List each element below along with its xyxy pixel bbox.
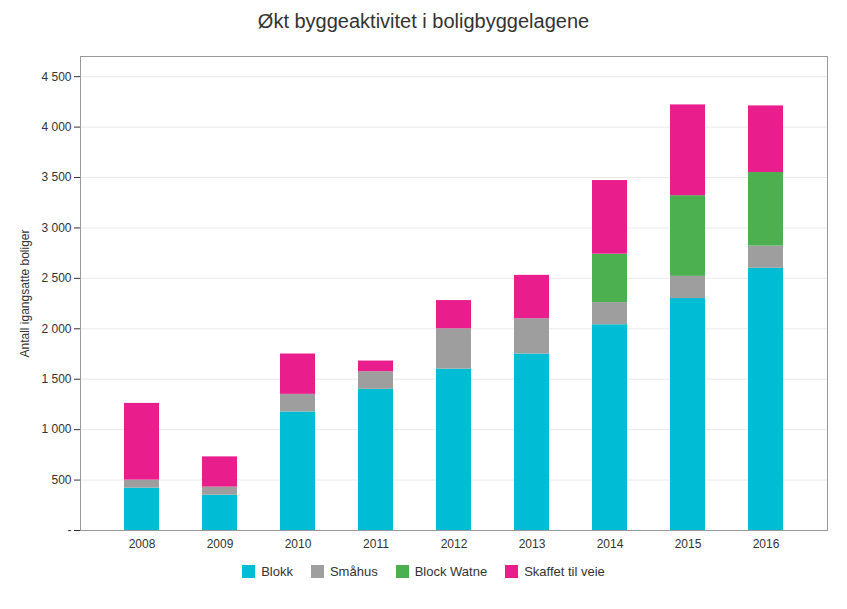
html-text:Skaffet til veie: Skaffet til veie: [524, 564, 605, 579]
svg-text:2011: 2011: [363, 537, 389, 551]
svg-text:-: -: [68, 523, 72, 537]
svg-text:1 000: 1 000: [41, 422, 71, 436]
svg-text:2 000: 2 000: [41, 322, 71, 336]
html-text:Småhus: Småhus: [329, 564, 378, 579]
svg-text:2013: 2013: [519, 537, 546, 551]
svg-text:3 000: 3 000: [41, 221, 71, 235]
svg-text:2 500: 2 500: [41, 271, 71, 285]
svg-text:2016: 2016: [753, 537, 780, 551]
svg-text:Antall igangsatte boliger: Antall igangsatte boliger: [18, 229, 32, 357]
svg-text:500: 500: [51, 473, 71, 487]
svg-text:2008: 2008: [129, 537, 156, 551]
svg-text:4 500: 4 500: [41, 70, 71, 84]
svg-text:2014: 2014: [597, 537, 624, 551]
svg-text:2015: 2015: [675, 537, 702, 551]
svg-text:3 500: 3 500: [41, 170, 71, 184]
html-text:Blokk: Blokk: [261, 564, 293, 579]
svg-text:2010: 2010: [285, 537, 312, 551]
svg-text:4 000: 4 000: [41, 120, 71, 134]
svg-text:2012: 2012: [441, 537, 468, 551]
html-text:Block Watne: Block Watne: [414, 564, 488, 579]
svg-text:1 500: 1 500: [41, 372, 71, 386]
svg-text:2009: 2009: [207, 537, 234, 551]
html-text:Økt byggeaktivitet i boligbygg: Økt byggeaktivitet i boligbyggelagene: [257, 10, 590, 32]
